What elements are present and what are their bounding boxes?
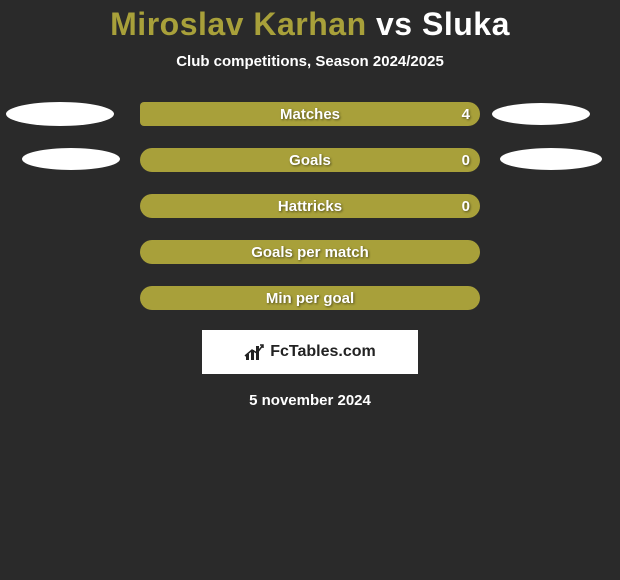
stat-rows: Matches 4 Goals 0 Hattricks 0 Goals per … [0,102,620,310]
stat-bar: Matches 4 [140,102,480,126]
stat-value: 0 [462,198,470,215]
logo-box: FcTables.com [202,330,418,374]
title-vs: vs [376,6,413,42]
page-title: Miroslav Karhan vs Sluka [110,6,510,43]
logo-text: FcTables.com [270,343,376,361]
stat-bar: Min per goal [140,286,480,310]
ellipse-right-icon [492,103,590,125]
stat-bar: Goals 0 [140,148,480,172]
stat-row: Matches 4 [0,102,620,126]
stat-label: Goals per match [251,244,369,261]
ellipse-left-icon [22,148,120,170]
title-player1: Miroslav Karhan [110,6,366,42]
stat-bar: Hattricks 0 [140,194,480,218]
stat-row: Min per goal [0,286,620,310]
stat-value: 4 [462,106,470,123]
stat-label: Goals [289,152,331,169]
subtitle: Club competitions, Season 2024/2025 [176,53,444,70]
stat-label: Min per goal [266,290,354,307]
stat-label: Hattricks [278,198,342,215]
stat-label: Matches [280,106,340,123]
stat-row: Goals per match [0,240,620,264]
comparison-card: Miroslav Karhan vs Sluka Club competitio… [0,0,620,409]
ellipse-right-icon [500,148,602,170]
stat-bar: Goals per match [140,240,480,264]
title-player2: Sluka [422,6,510,42]
stat-row: Hattricks 0 [0,194,620,218]
barchart-arrow-icon [244,344,264,360]
stat-value: 0 [462,152,470,169]
stat-row: Goals 0 [0,148,620,172]
ellipse-left-icon [6,102,114,126]
date-label: 5 november 2024 [249,392,371,409]
